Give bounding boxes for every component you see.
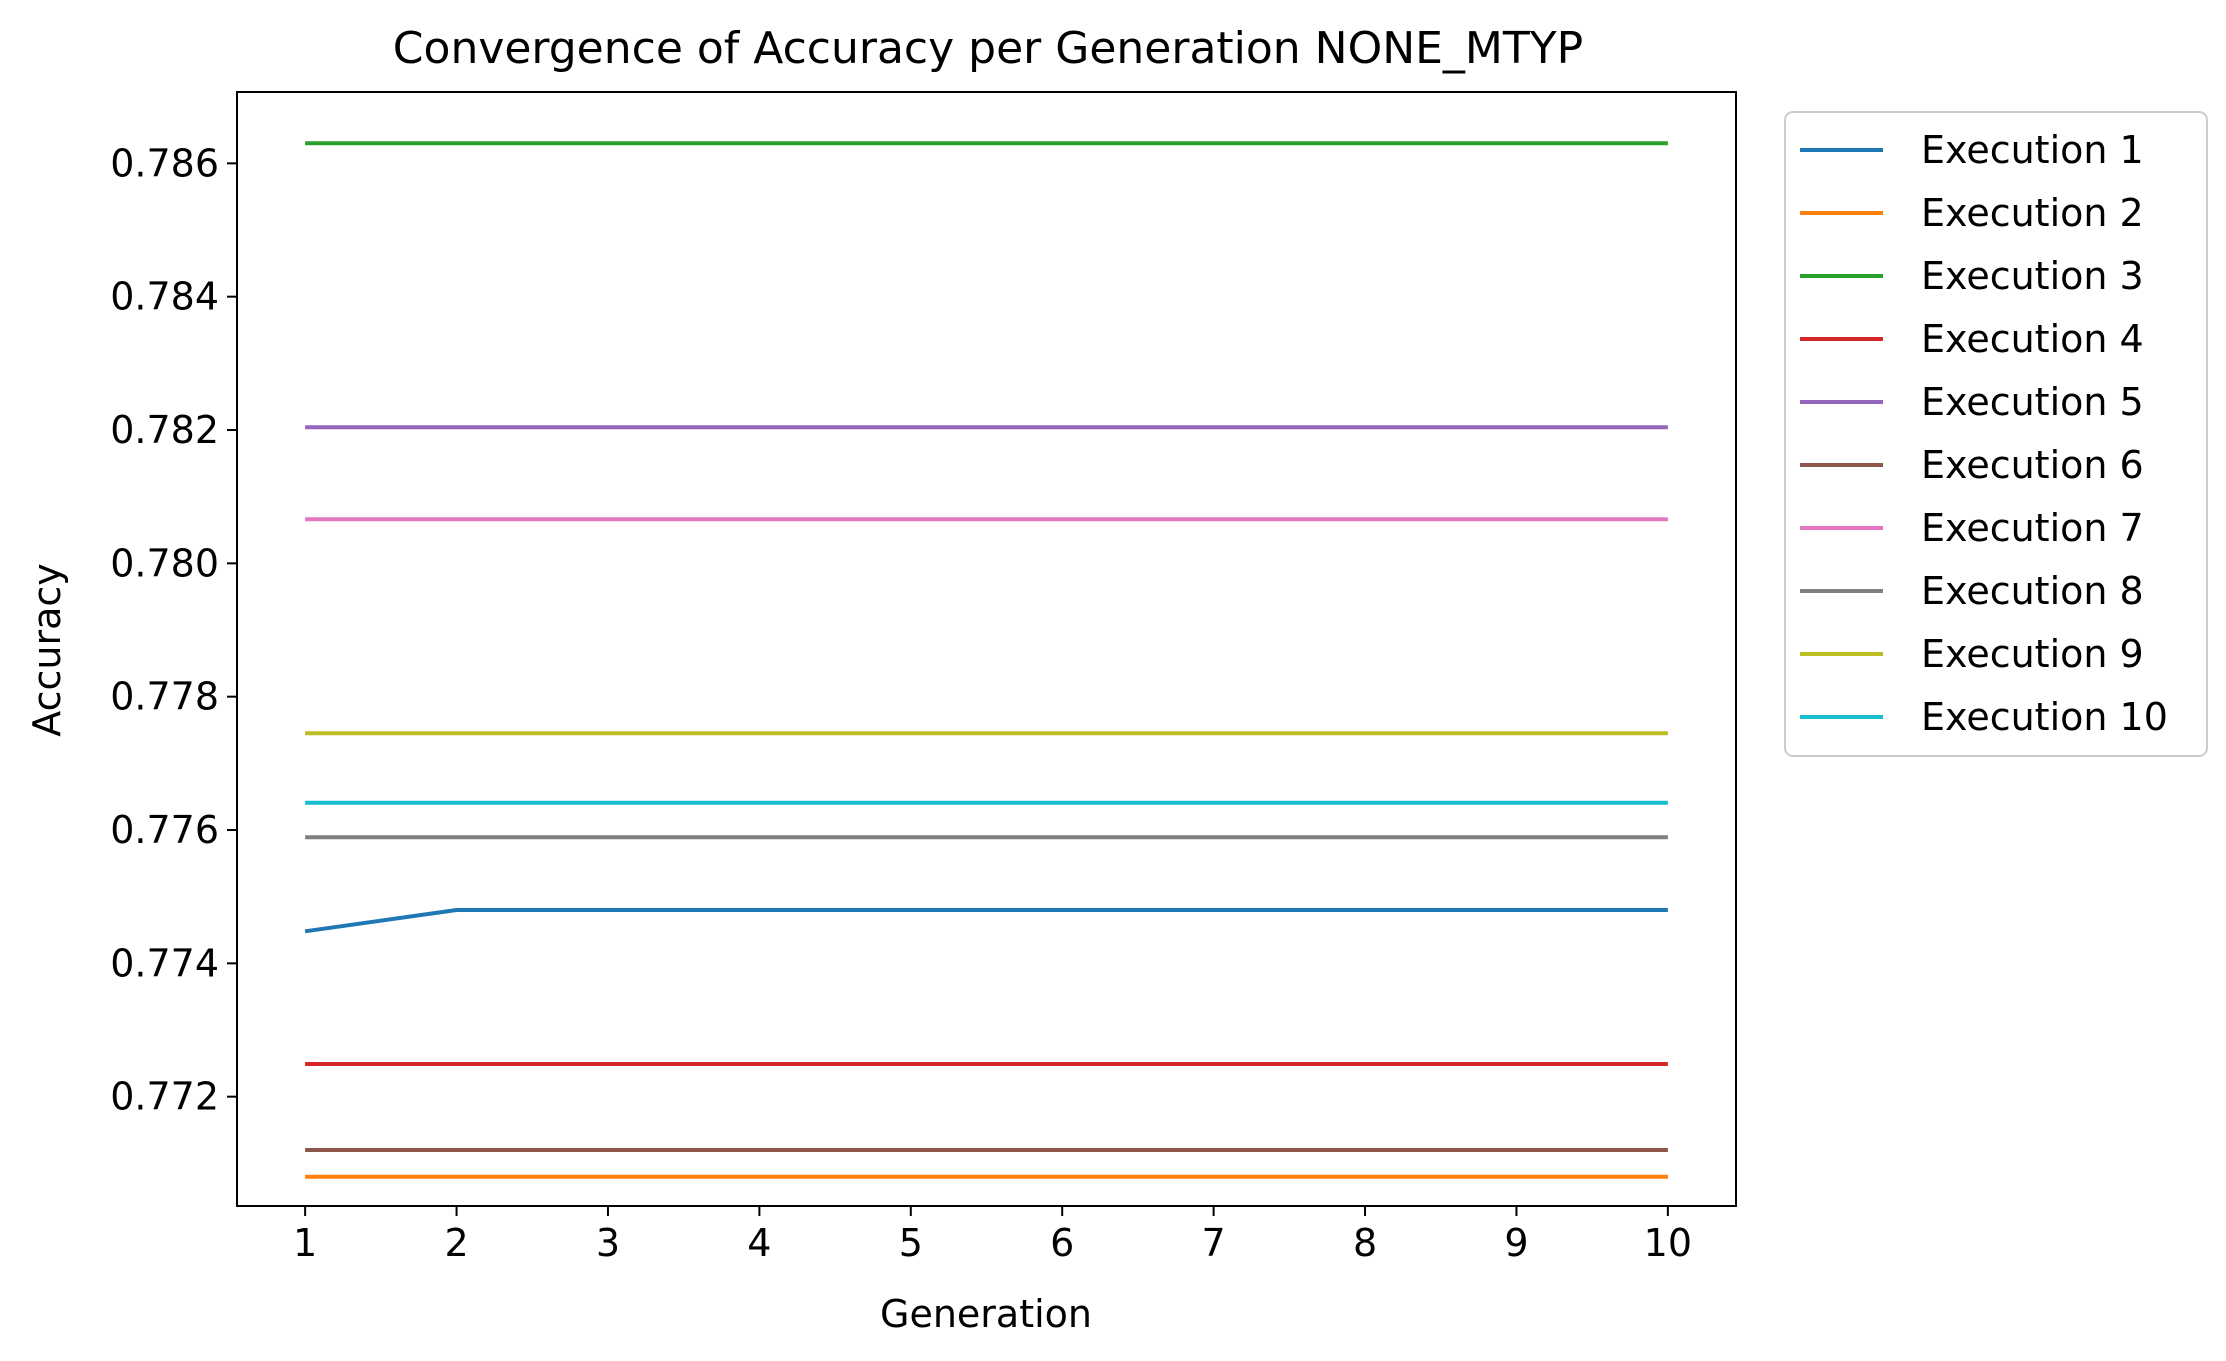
legend-box <box>1784 111 2208 757</box>
legend-label: Execution 2 <box>1921 191 2144 235</box>
y-tick-label: 0.782 <box>110 408 219 452</box>
y-axis: 0.772 0.774 0.776 0.778 0.780 0.782 0.784 0.786 <box>110 141 237 1119</box>
x-tick-label: 3 <box>596 1221 620 1265</box>
legend-label: Execution 10 <box>1921 695 2168 739</box>
x-tick-label: 9 <box>1504 1221 1528 1265</box>
chart-title: Convergence of Accuracy per Generation N… <box>393 23 1583 74</box>
x-tick-label: 2 <box>444 1221 468 1265</box>
x-tick-label: 10 <box>1644 1221 1692 1265</box>
y-tick-label: 0.774 <box>110 941 219 985</box>
x-tick-label: 4 <box>747 1221 771 1265</box>
x-tick-label: 7 <box>1202 1221 1226 1265</box>
axes-frame <box>236 91 1737 1207</box>
y-axis-label: Accuracy <box>25 563 69 737</box>
x-tick-label: 1 <box>293 1221 317 1265</box>
x-axis: 1 2 3 4 5 6 7 8 9 10 <box>293 1206 1692 1265</box>
legend-label: Execution 4 <box>1921 317 2144 361</box>
legend-label: Execution 1 <box>1921 128 2144 172</box>
x-tick-label: 5 <box>899 1221 923 1265</box>
x-tick-label: 6 <box>1050 1221 1074 1265</box>
x-axis-label: Generation <box>880 1292 1092 1336</box>
plot-area <box>304 141 1668 1179</box>
legend-label: Execution 5 <box>1921 380 2144 424</box>
y-tick-label: 0.776 <box>110 808 219 852</box>
y-tick-label: 0.780 <box>110 541 219 585</box>
legend-label: Execution 8 <box>1921 569 2144 613</box>
y-tick-label: 0.784 <box>110 275 219 319</box>
x-tick-label: 8 <box>1353 1221 1377 1265</box>
y-tick-label: 0.786 <box>110 141 219 185</box>
y-tick-label: 0.778 <box>110 675 219 719</box>
legend-label: Execution 3 <box>1921 254 2144 298</box>
legend-label: Execution 6 <box>1921 443 2144 487</box>
legend-label: Execution 7 <box>1921 506 2144 550</box>
series-line-1 <box>304 908 1668 934</box>
legend-label: Execution 9 <box>1921 632 2144 676</box>
y-tick-label: 0.772 <box>110 1075 219 1119</box>
legend: Execution 1 Execution 2 Execution 3 Executi… <box>1784 111 2208 757</box>
